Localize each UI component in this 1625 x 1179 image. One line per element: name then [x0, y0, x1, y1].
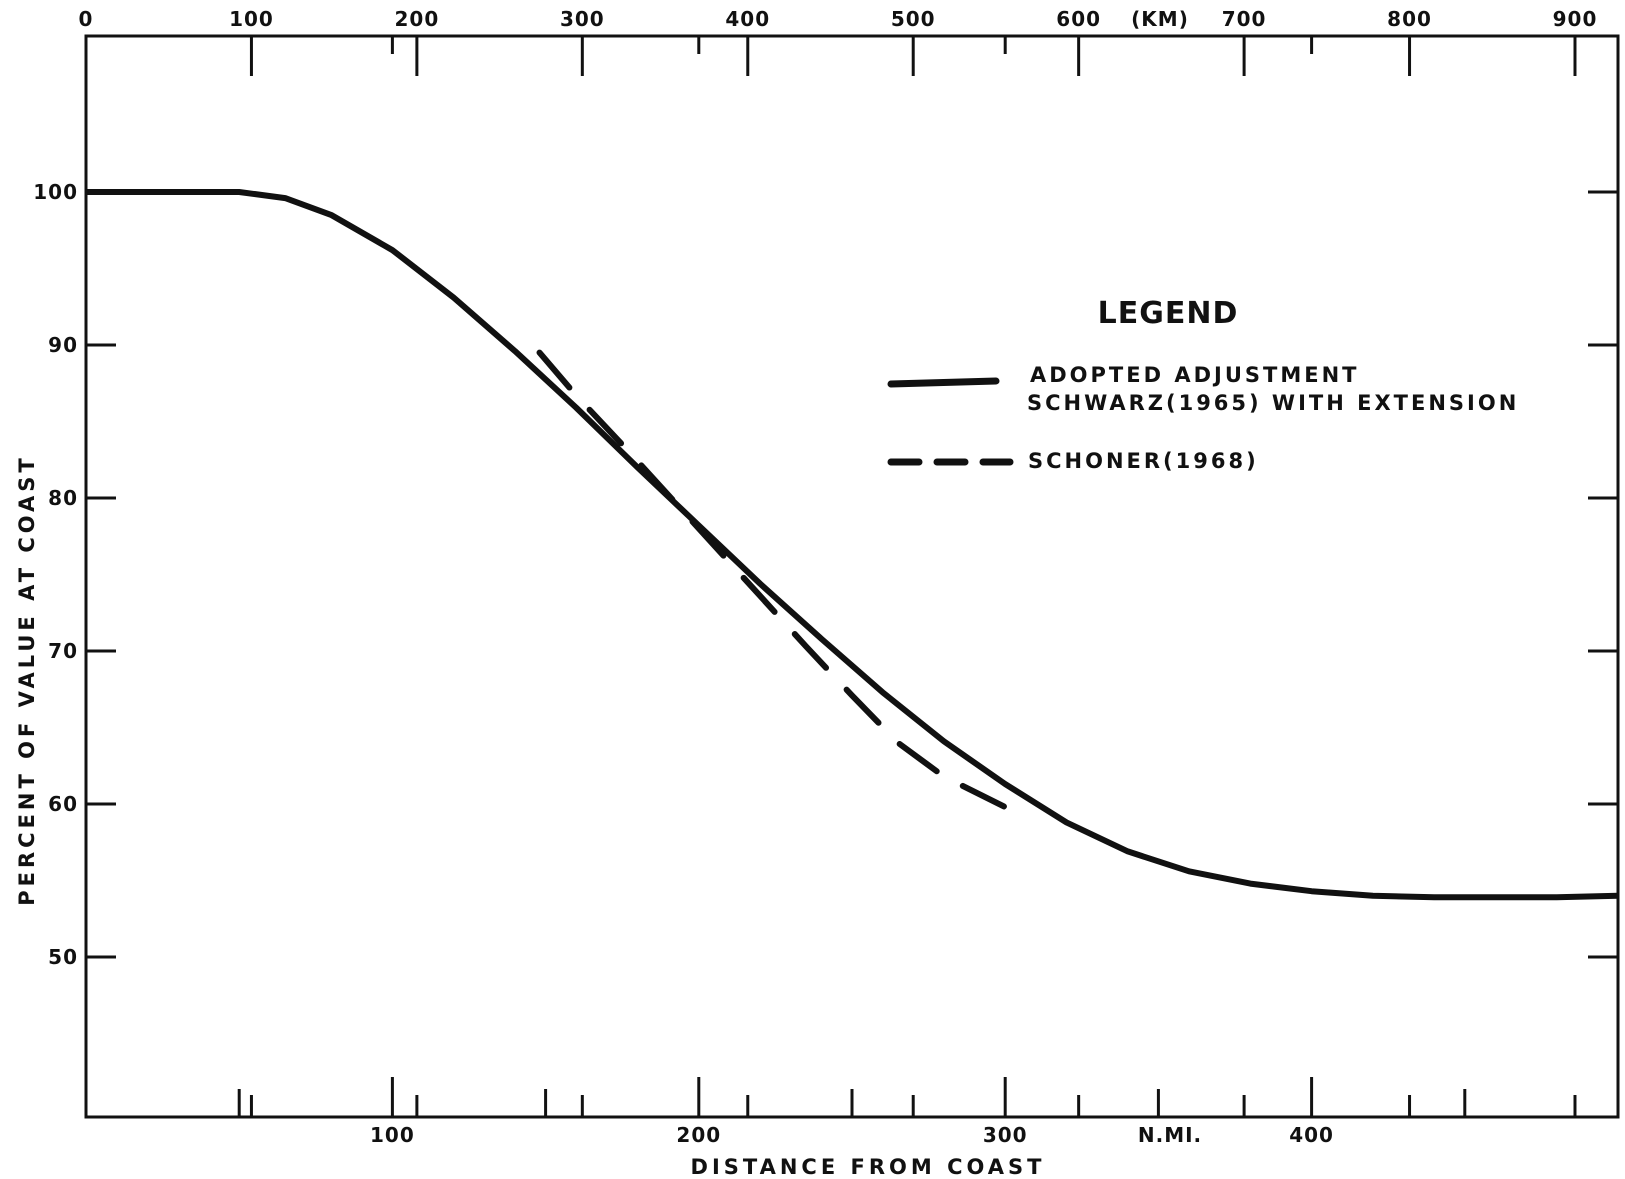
y-tick-label: 60	[48, 792, 78, 816]
x-axis-title: DISTANCE FROM COAST	[691, 1155, 1046, 1179]
y-tick-label: 100	[33, 180, 78, 204]
legend-entry-1-line-1: ADOPTED ADJUSTMENT	[1030, 363, 1359, 387]
x-tick-label: 100	[370, 1123, 415, 1147]
plot-frame	[84, 34, 1620, 1119]
y-axis-title: PERCENT OF VALUE AT COAST	[15, 454, 39, 905]
x2-tick-label: 600	[1056, 7, 1101, 31]
series-line-schoner-1968	[536, 349, 1009, 811]
x2-tick-label: 500	[891, 7, 936, 31]
legend-title: LEGEND	[1098, 296, 1239, 331]
y-tick-label: 90	[48, 333, 78, 357]
y-tick-label: 70	[48, 639, 78, 663]
x-tick-label: 400	[1289, 1123, 1334, 1147]
x-unit-label: N.MI.	[1138, 1123, 1202, 1147]
y-tick-label: 80	[48, 486, 78, 510]
legend: LEGEND ADOPTED ADJUSTMENT SCHWARZ(1965) …	[887, 296, 1519, 473]
bottom-axis-ticks: 100 200 300 400	[237, 1077, 1467, 1147]
x2-tick-label: 200	[395, 7, 440, 31]
x2-tick-label: 100	[229, 7, 274, 31]
x-tick-label: 300	[983, 1123, 1028, 1147]
legend-entry-1-line-2: SCHWARZ(1965) WITH EXTENSION	[1027, 391, 1519, 415]
x2-unit-label: (KM)	[1131, 7, 1189, 31]
x2-tick-label: 900	[1553, 7, 1598, 31]
legend-swatch-solid	[887, 377, 1000, 388]
x2-tick-label: 300	[560, 7, 605, 31]
legend-entry-2-label: SCHONER(1968)	[1028, 449, 1259, 473]
x2-tick-label: 400	[725, 7, 770, 31]
x2-tick-label: 0	[79, 7, 94, 31]
x2-tick-label: 700	[1222, 7, 1267, 31]
x2-tick-label: 800	[1387, 7, 1432, 31]
y-tick-label: 50	[48, 945, 78, 969]
series-layer	[86, 189, 1619, 901]
series-line-adopted-adjustment	[86, 189, 1619, 901]
y-axis-ticks: 50 60 70 80 90 100	[33, 180, 1618, 969]
x-tick-label: 200	[676, 1123, 721, 1147]
top-axis-ticks: 0 100 200 300 400 500 600 700 800 900	[79, 7, 1598, 1117]
